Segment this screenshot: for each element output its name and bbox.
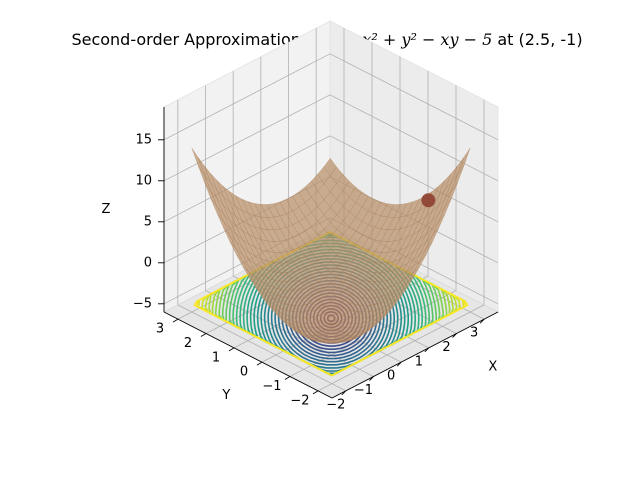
y-tick-mark — [200, 333, 207, 337]
y-tick-mark — [228, 347, 235, 352]
y-axis-line — [163, 311, 333, 399]
grid-line-z — [329, 53, 499, 141]
chart-title-suffix: at (2.5, -1) — [492, 30, 583, 49]
y-tick-mark — [312, 390, 319, 395]
grid-line-z — [163, 94, 331, 182]
x-tick-label: 1 — [415, 354, 423, 369]
chart-title-prefix: Second-order Approximation of — [71, 30, 327, 49]
grid-line-z — [329, 135, 499, 223]
surface-facet — [325, 342, 339, 344]
z-tick-label: 5 — [144, 214, 152, 229]
z-axis-label: Z — [102, 202, 111, 217]
x-axis-line — [331, 311, 499, 399]
axis-ticks-labels: −2 −1 0 1 2 3 −2 −1 0 1 2 3 −5 0 5 10 15 X Y Z — [102, 107, 499, 412]
y-tick-label: 0 — [240, 365, 248, 380]
x-tick-label: −1 — [354, 383, 373, 398]
y-tick-label: 2 — [184, 336, 192, 351]
evaluation-point-marker — [421, 193, 436, 208]
z-tick-label: 10 — [135, 173, 152, 188]
x-tick-mark — [479, 318, 485, 324]
y-tick-mark — [256, 361, 263, 366]
y-tick-mark — [172, 318, 179, 323]
grid-line-y-floor — [317, 304, 485, 392]
y-tick-label: 1 — [212, 350, 220, 365]
chart-title: Second-order Approximation of f₂ = x² + … — [0, 30, 640, 49]
y-tick-label: −2 — [290, 393, 309, 408]
x-tick-label: 0 — [387, 369, 395, 384]
y-tick-label: 3 — [156, 322, 164, 337]
x-tick-label: 3 — [470, 326, 478, 341]
grid-line-z — [163, 135, 331, 223]
z-tick-label: −5 — [133, 296, 152, 311]
x-tick-label: −2 — [326, 397, 345, 412]
x-tick-label: 2 — [442, 340, 450, 355]
evaluation-point — [421, 193, 436, 208]
x-axis-label: X — [488, 360, 497, 375]
y-axis-label: Y — [221, 388, 230, 403]
x-tick-mark — [396, 361, 402, 367]
grid-line-z — [329, 94, 499, 182]
y-tick-label: −1 — [262, 379, 281, 394]
z-tick-label: 15 — [135, 132, 152, 147]
x-tick-mark — [424, 347, 430, 353]
x-tick-mark — [369, 376, 374, 381]
y-tick-mark — [284, 376, 291, 380]
grid-line-x-floor — [177, 304, 347, 392]
grid-line-z — [163, 53, 331, 141]
x-tick-mark — [341, 390, 347, 396]
z-tick-label: 0 — [144, 255, 152, 270]
x-tick-mark — [452, 333, 457, 338]
